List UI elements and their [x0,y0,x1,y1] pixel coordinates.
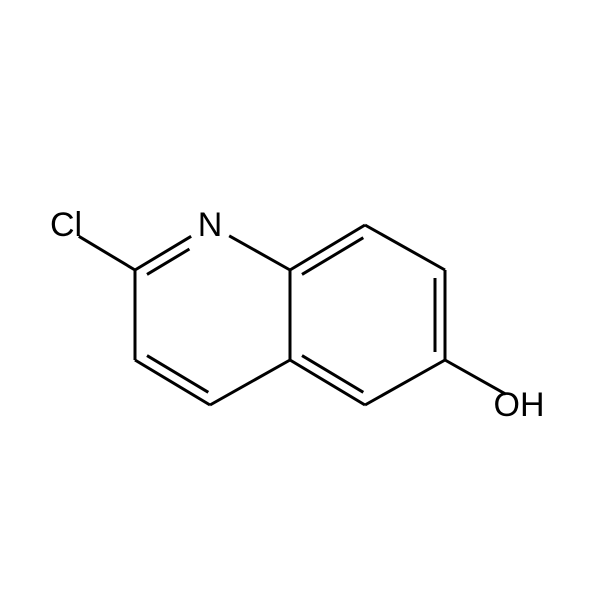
bond-line [229,236,290,270]
atom-label-oh: OH [494,386,545,424]
bond-line [210,360,290,405]
bond-line [290,360,365,405]
atom-label-n: N [198,206,223,244]
bond-line [135,360,210,405]
bond-line [290,225,365,270]
bond-line [79,236,135,270]
bond-line [365,360,445,405]
bond-line [147,249,189,274]
atom-label-cl: Cl [50,206,82,244]
bond-line [365,225,445,270]
molecule-diagram: Cl N OH [0,0,600,600]
